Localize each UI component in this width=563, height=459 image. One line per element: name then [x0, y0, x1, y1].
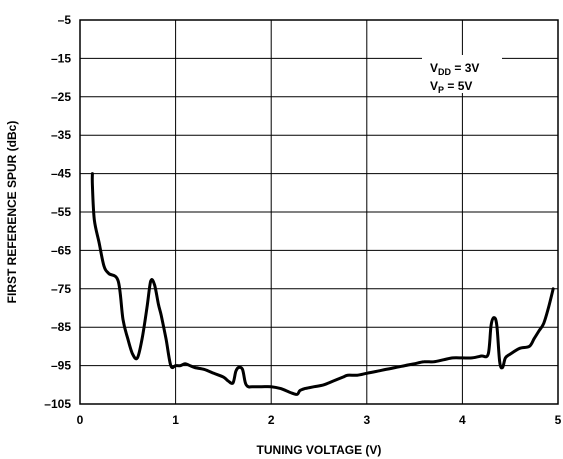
- x-tick-label: 3: [363, 413, 370, 427]
- x-tick-label: 4: [459, 413, 466, 427]
- x-axis-title: TUNING VOLTAGE (V): [257, 443, 382, 457]
- y-tick-label: –105: [44, 397, 71, 411]
- spur-curve: [90, 172, 555, 396]
- y-tick-label: –95: [51, 359, 71, 373]
- x-tick-label: 2: [268, 413, 275, 427]
- y-tick-label: –45: [51, 167, 71, 181]
- annotation-box: [422, 55, 502, 93]
- x-tick-label: 1: [172, 413, 179, 427]
- y-tick-label: –15: [51, 51, 71, 65]
- y-tick-labels: –5 –15 –25 –35 –45 –55 –65 –75 –85 –95 –105: [44, 13, 71, 411]
- annotation-vdd: VDD = 3V: [430, 61, 479, 77]
- annotation-vp: VP = 5V: [430, 79, 472, 95]
- x-tick-labels: 0 1 2 3 4 5: [77, 413, 562, 427]
- y-tick-label: –55: [51, 205, 71, 219]
- x-tick-label: 0: [77, 413, 84, 427]
- y-tick-label: –25: [51, 90, 71, 104]
- y-axis-title: FIRST REFERENCE SPUR (dBc): [5, 121, 19, 304]
- y-tick-label: –85: [51, 320, 71, 334]
- y-tick-label: –35: [51, 128, 71, 142]
- y-tick-label: –5: [58, 13, 72, 27]
- y-tick-label: –75: [51, 282, 71, 296]
- y-tick-label: –65: [51, 243, 71, 257]
- x-tick-label: 5: [555, 413, 562, 427]
